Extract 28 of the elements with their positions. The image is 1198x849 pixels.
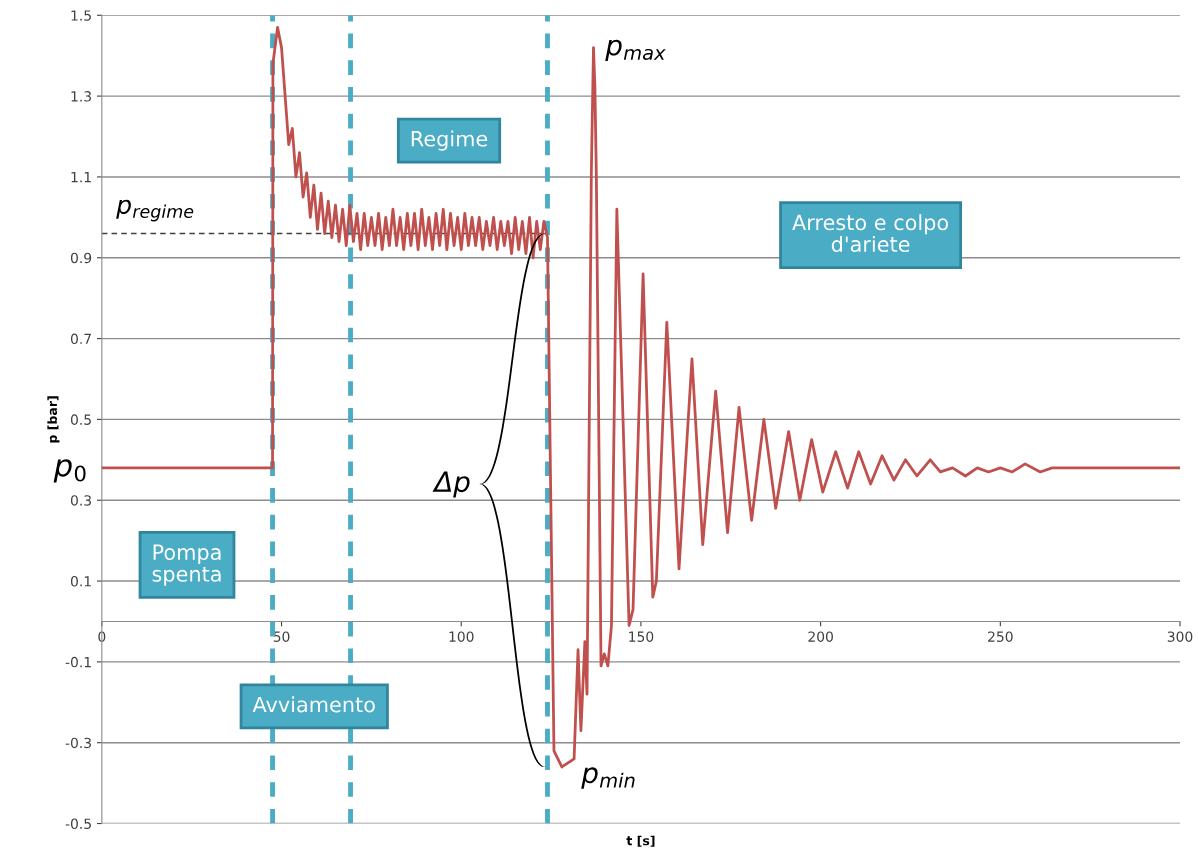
y-tick-label: 0.9 xyxy=(70,252,92,264)
annotation: p$_{min}$ xyxy=(581,767,635,789)
y-tick-label: -0.3 xyxy=(65,737,91,749)
x-axis-title: t [s] xyxy=(626,835,655,847)
y-tick-label: -0.5 xyxy=(65,818,91,829)
y-tick-label: -0.1 xyxy=(65,656,91,668)
y-tick-label: 0.3 xyxy=(70,495,91,506)
ref-line-label: p$_{regime}$ xyxy=(116,199,194,222)
x-tick-label: 200 xyxy=(808,631,833,642)
y-tick-label: 0.5 xyxy=(70,414,91,425)
annotation: Δp xyxy=(432,471,470,498)
annotation: Arresto e colpo d'ariete xyxy=(792,214,949,253)
annotation: p$_{0}$ xyxy=(53,459,86,483)
y-axis-title: p [bar] xyxy=(47,396,60,443)
y-tick-label: 1.1 xyxy=(71,172,91,183)
annotation: Avviamento xyxy=(252,696,375,713)
y-tick-label: 1.5 xyxy=(71,10,91,21)
y-tick-label: 1.3 xyxy=(71,91,91,102)
x-tick-label: 150 xyxy=(629,631,654,642)
annotation: Pompa spenta xyxy=(152,544,221,586)
x-tick-label: 250 xyxy=(988,631,1013,642)
x-tick-label: 100 xyxy=(449,631,474,642)
annotation: Regime xyxy=(411,130,488,151)
annotation: p$_{max}$ xyxy=(605,39,666,61)
x-tick-label: 0 xyxy=(98,631,106,642)
y-tick-label: 0.1 xyxy=(70,576,91,587)
y-tick-label: 0.7 xyxy=(70,333,91,345)
x-tick-label: 300 xyxy=(1167,631,1193,642)
